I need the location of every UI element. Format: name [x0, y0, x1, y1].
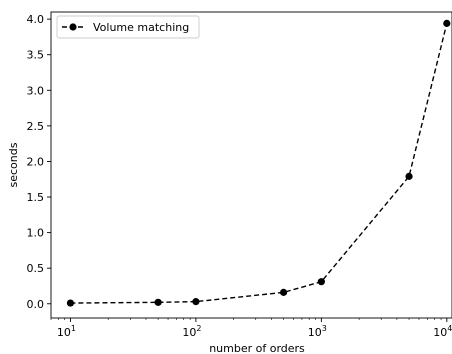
series-line	[70, 23, 446, 303]
data-point	[443, 20, 450, 27]
x-tick-label-base: 10	[433, 326, 447, 339]
series-layer	[67, 20, 451, 307]
y-tick-label: 1.0	[27, 227, 45, 240]
x-tick-label: 101	[57, 324, 76, 339]
x-axis-title: number of orders	[209, 342, 305, 354]
x-axis: 101 102 103 104	[51, 318, 452, 339]
x-tick-label: 104	[433, 324, 452, 339]
data-point	[67, 299, 74, 306]
y-tick-label: 0.0	[27, 298, 45, 311]
y-axis-title: seconds	[7, 142, 20, 187]
data-point	[318, 278, 325, 285]
plot-frame	[51, 12, 452, 318]
x-tick-label: 103	[308, 324, 327, 339]
y-tick-label: 3.0	[27, 84, 45, 97]
y-tick-label: 1.5	[27, 191, 45, 204]
x-tick-label-exponent: 2	[196, 324, 201, 333]
y-tick-label: 2.5	[27, 120, 45, 133]
x-tick-label: 102	[182, 324, 201, 339]
y-tick-label: 4.0	[27, 13, 45, 26]
x-tick-label-exponent: 3	[322, 324, 327, 333]
legend: Volume matching	[57, 16, 199, 38]
y-axis: 0.0 0.5 1.0 1.5 2.0 2.5 3.0 3.5 4.0	[27, 13, 52, 311]
data-point	[155, 299, 162, 306]
legend-marker-swatch	[69, 23, 76, 30]
y-tick-label: 2.0	[27, 155, 45, 168]
data-point	[405, 173, 412, 180]
x-tick-label-exponent: 1	[71, 324, 76, 333]
x-tick-label-base: 10	[182, 326, 196, 339]
y-tick-label: 3.5	[27, 49, 45, 62]
x-tick-label-base: 10	[308, 326, 322, 339]
x-tick-label-exponent: 4	[447, 324, 452, 333]
data-point	[192, 298, 199, 305]
data-point	[280, 289, 287, 296]
x-tick-label-base: 10	[57, 326, 71, 339]
y-tick-label: 0.5	[27, 262, 45, 275]
legend-label: Volume matching	[93, 21, 189, 34]
